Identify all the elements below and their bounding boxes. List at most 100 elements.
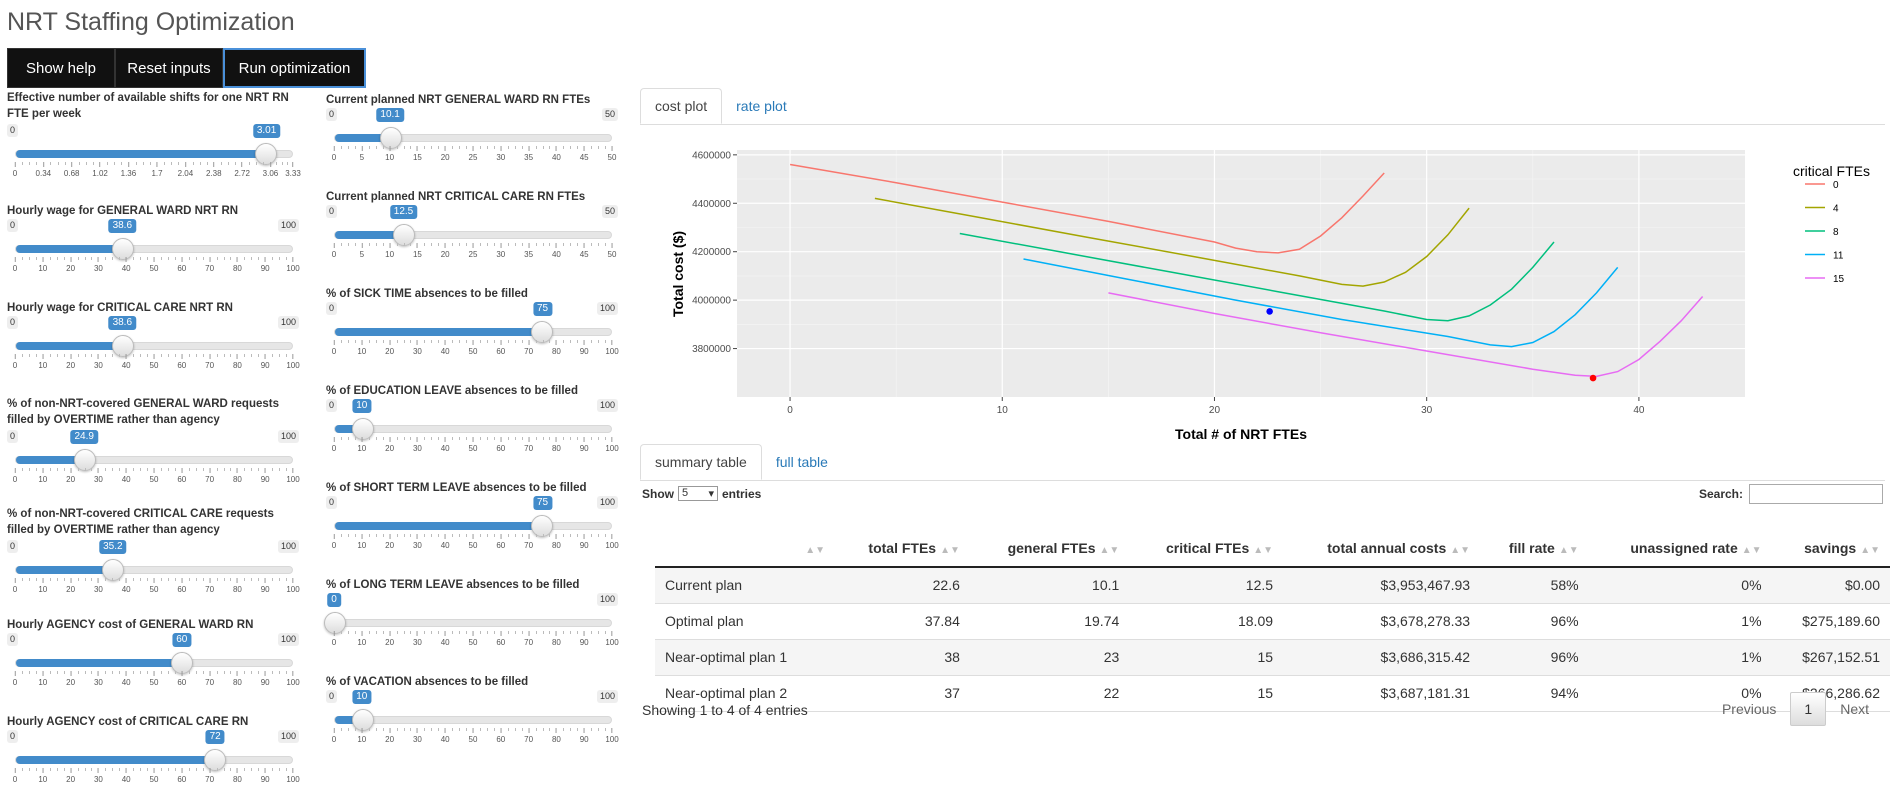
slider-handle[interactable] bbox=[531, 321, 553, 343]
column-header[interactable]: critical FTEs ▲▼ bbox=[1129, 532, 1284, 568]
tab-rate-plot[interactable]: rate plot bbox=[736, 98, 787, 114]
slider[interactable]: 0 100 38.6 0 10 20 30 40 50 60 70 80 90 100 bbox=[7, 219, 300, 281]
run-optimization-button[interactable]: Run optimization bbox=[223, 48, 366, 88]
column-header[interactable]: fill rate ▲▼ bbox=[1480, 532, 1589, 568]
minor-tick bbox=[535, 243, 537, 246]
column-header[interactable]: unassigned rate ▲▼ bbox=[1588, 532, 1772, 568]
slider[interactable]: 0 50 10.1 0 5 10 15 20 25 30 35 40 45 50 bbox=[326, 108, 618, 170]
reset-inputs-button[interactable]: Reset inputs bbox=[115, 48, 223, 88]
minor-tick bbox=[174, 468, 176, 471]
page-1-button[interactable]: 1 bbox=[1790, 692, 1827, 726]
slider-track[interactable] bbox=[15, 238, 293, 260]
slider-tick: 80 bbox=[552, 728, 561, 744]
slider-track[interactable] bbox=[334, 224, 612, 246]
slider-track[interactable] bbox=[15, 652, 293, 674]
slider-track[interactable] bbox=[15, 335, 293, 357]
slider-track[interactable] bbox=[15, 143, 293, 165]
slider-value: 24.9 bbox=[70, 430, 98, 444]
slider[interactable]: 0 100 60 0 10 20 30 40 50 60 70 80 90 100 bbox=[7, 633, 300, 695]
minor-tick bbox=[174, 578, 176, 581]
tab-full-table[interactable]: full table bbox=[775, 454, 828, 470]
tick-label: 0 bbox=[12, 678, 18, 687]
column-header[interactable]: ▲▼ bbox=[655, 532, 835, 568]
slider-handle[interactable] bbox=[324, 612, 346, 634]
slider-handle[interactable] bbox=[111, 238, 134, 260]
slider-handle[interactable] bbox=[351, 709, 374, 731]
slider-track[interactable] bbox=[15, 749, 293, 771]
next-page-button[interactable]: Next bbox=[1840, 701, 1869, 717]
slider[interactable]: 0 100 75 0 10 20 30 40 50 60 70 80 90 100 bbox=[326, 496, 619, 558]
minor-tick bbox=[486, 728, 488, 731]
slider-track[interactable] bbox=[15, 449, 293, 471]
tick-label: 90 bbox=[579, 638, 589, 647]
tab-summary-table[interactable]: summary table bbox=[640, 444, 762, 480]
tick-mark bbox=[416, 146, 418, 151]
slider-track[interactable] bbox=[334, 321, 612, 343]
table-row[interactable]: Near-optimal plan 2 37 22 15 $3,687,181.31 94… bbox=[655, 675, 1890, 712]
column-header[interactable]: total FTEs ▲▼ bbox=[835, 532, 970, 568]
table-row[interactable]: Near-optimal plan 1 38 23 15 $3,686,315.42 96… bbox=[655, 639, 1890, 676]
minor-tick bbox=[230, 257, 232, 260]
slider-handle[interactable] bbox=[379, 127, 402, 149]
tick-label: 50 bbox=[149, 678, 159, 687]
page-size-select[interactable]: 5 ▾ bbox=[678, 486, 718, 501]
minor-tick bbox=[28, 768, 30, 771]
slider[interactable]: 0 100 24.9 0 10 20 30 40 50 60 70 80 90 100 bbox=[7, 430, 300, 492]
slider[interactable]: 0 100 10 0 10 20 30 40 50 60 70 80 90 100 bbox=[326, 399, 619, 461]
minor-tick bbox=[375, 146, 377, 149]
minor-tick bbox=[507, 631, 509, 634]
slider-value: 12.5 bbox=[389, 205, 418, 219]
tick-mark bbox=[209, 257, 211, 262]
column-header[interactable]: total annual costs ▲▼ bbox=[1283, 532, 1481, 568]
slider-ticks: 0 10 20 30 40 50 60 70 80 90 100 bbox=[12, 671, 300, 691]
slider-track[interactable] bbox=[334, 127, 612, 149]
slider-tick: 30 bbox=[413, 437, 422, 453]
tab-cost-plot[interactable]: cost plot bbox=[640, 88, 723, 124]
minor-tick bbox=[563, 243, 565, 246]
minor-tick bbox=[410, 437, 412, 440]
slider-handle[interactable] bbox=[351, 418, 374, 440]
slider[interactable]: 0 100 72 0 10 20 30 40 50 60 70 80 90 100 bbox=[7, 730, 300, 792]
tick-mark bbox=[14, 257, 16, 262]
minor-tick bbox=[84, 468, 86, 471]
slider[interactable]: 0 100 10 0 10 20 30 40 50 60 70 80 90 100 bbox=[326, 690, 619, 752]
slider-label: % of non-NRT-covered GENERAL WARD reques… bbox=[7, 398, 279, 426]
table-row[interactable]: Optimal plan 37.84 19.74 18.09 $3,678,278.33… bbox=[655, 603, 1890, 640]
slider-handle[interactable] bbox=[111, 335, 134, 357]
slider-handle[interactable] bbox=[531, 515, 553, 537]
slider[interactable]: 0 100 35.2 0 10 20 30 40 50 60 70 80 90 100 bbox=[7, 540, 300, 602]
slider[interactable]: 0 50 12.5 0 5 10 15 20 25 30 35 40 45 50 bbox=[326, 205, 618, 267]
minor-tick bbox=[431, 243, 433, 246]
tick-mark bbox=[361, 243, 363, 248]
slider[interactable]: 0 100 75 0 10 20 30 40 50 60 70 80 90 100 bbox=[326, 302, 619, 364]
search-input[interactable] bbox=[1749, 484, 1883, 504]
slider[interactable]: 0 3.01 0 0.34 0.68 1.02 1.36 1.7 2.04 2.38 2.72 3… bbox=[7, 124, 301, 186]
column-header[interactable]: general FTEs ▲▼ bbox=[969, 532, 1130, 568]
slider-handle[interactable] bbox=[254, 143, 277, 165]
slider[interactable]: 0 100 38.6 0 10 20 30 40 50 60 70 80 90 100 bbox=[7, 316, 300, 378]
show-help-button[interactable]: Show help bbox=[7, 48, 115, 88]
tick-label: 90 bbox=[260, 475, 270, 484]
previous-page-button[interactable]: Previous bbox=[1721, 701, 1777, 717]
slider-track[interactable] bbox=[334, 709, 612, 731]
minor-tick bbox=[563, 340, 565, 343]
slider-track[interactable] bbox=[334, 515, 612, 537]
table-row[interactable]: Current plan 22.6 10.1 12.5 $3,953,467.93 58%… bbox=[655, 567, 1890, 604]
slider-track[interactable] bbox=[334, 418, 612, 440]
minor-tick bbox=[549, 631, 551, 634]
y-axis-title: Total cost ($) bbox=[670, 231, 686, 317]
column-header-label: total FTEs bbox=[868, 540, 937, 556]
slider-track[interactable] bbox=[324, 612, 612, 634]
tick-mark bbox=[292, 162, 294, 167]
minor-tick bbox=[340, 534, 342, 537]
column-header[interactable]: savings ▲▼ bbox=[1771, 532, 1890, 568]
slider-tick: 10 bbox=[38, 768, 47, 784]
sort-icon: ▲▼ bbox=[1450, 545, 1471, 556]
slider-track[interactable] bbox=[15, 559, 293, 581]
minor-tick bbox=[258, 671, 260, 674]
slider[interactable]: 100 0 0 10 20 30 40 50 60 70 80 90 100 bbox=[324, 593, 619, 655]
minor-tick bbox=[514, 146, 516, 149]
tick-label: 25 bbox=[468, 250, 478, 259]
minor-tick bbox=[56, 354, 58, 357]
cost-plot-chart: 0 10 20 30 403800000400000042000004400000460… bbox=[670, 150, 1870, 442]
